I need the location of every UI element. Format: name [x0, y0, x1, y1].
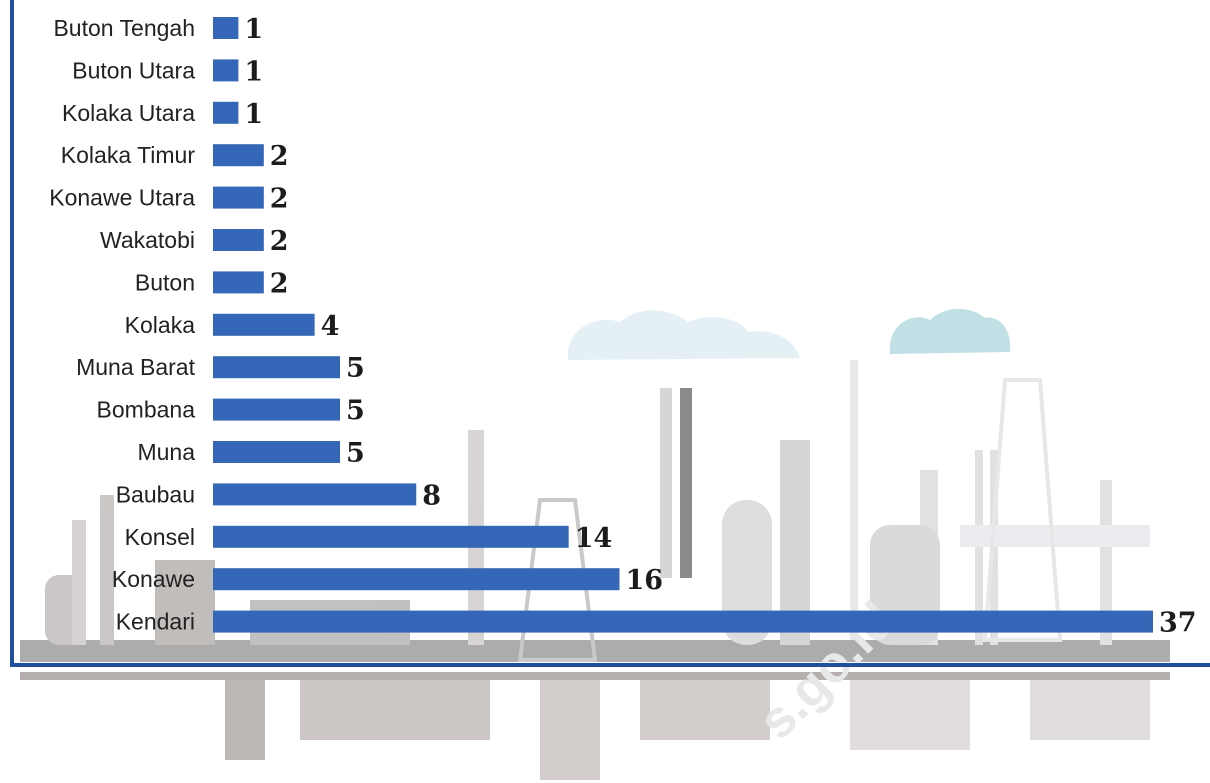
category-label: Kolaka Utara	[62, 100, 195, 126]
industrial-skyline-icon	[20, 308, 1170, 780]
category-label: Kendari	[116, 609, 195, 635]
value-label: 4	[321, 311, 340, 342]
bar-muna	[213, 441, 341, 463]
value-label: 2	[270, 184, 289, 215]
bar-kolaka	[213, 313, 315, 336]
bar-buton	[213, 271, 264, 294]
category-label: Bombana	[97, 397, 196, 423]
bar-bombana	[213, 398, 341, 421]
value-label: 14	[575, 523, 613, 554]
category-label: Konawe Utara	[49, 185, 195, 211]
category-label: Konsel	[125, 524, 195, 550]
category-label: Buton Utara	[72, 57, 195, 83]
category-label: Baubau	[116, 481, 195, 507]
bar-kendari	[213, 610, 1153, 633]
bar-baubau	[213, 483, 417, 506]
category-label: Muna	[137, 439, 195, 465]
value-label: 1	[244, 14, 263, 45]
value-label: 5	[346, 396, 365, 427]
bar-konsel	[213, 525, 569, 548]
category-label: Buton Tengah	[53, 15, 195, 41]
value-label: 5	[346, 438, 365, 469]
value-label: 2	[270, 268, 289, 299]
bar-muna-barat	[213, 356, 341, 379]
bar-buton-tengah	[213, 17, 239, 39]
bar-kolaka-utara	[213, 101, 239, 124]
category-label: Kolaka Timur	[61, 142, 196, 168]
value-label: 1	[244, 99, 263, 130]
bar-konawe	[213, 568, 620, 591]
category-label: Buton	[135, 269, 195, 295]
bar-buton-utara	[213, 59, 239, 82]
bar-konawe-utara	[213, 186, 264, 209]
value-label: 5	[346, 353, 365, 384]
category-label: Muna Barat	[76, 354, 196, 380]
category-label: Wakatobi	[100, 227, 195, 253]
value-label: 2	[270, 226, 289, 257]
category-label: Konawe	[112, 566, 195, 592]
category-label: Kolaka	[125, 312, 196, 338]
bar-kolaka-timur	[213, 144, 264, 167]
plot-area: Buton Tengah 1 Buton Utara 1 Kolaka Utara 1 Ko…	[49, 14, 1196, 639]
bar-wakatobi	[213, 229, 264, 251]
value-label: 2	[270, 141, 289, 172]
value-label: 8	[422, 480, 441, 511]
value-label: 16	[625, 565, 663, 596]
value-label: 1	[244, 56, 263, 87]
value-label: 37	[1159, 608, 1197, 639]
